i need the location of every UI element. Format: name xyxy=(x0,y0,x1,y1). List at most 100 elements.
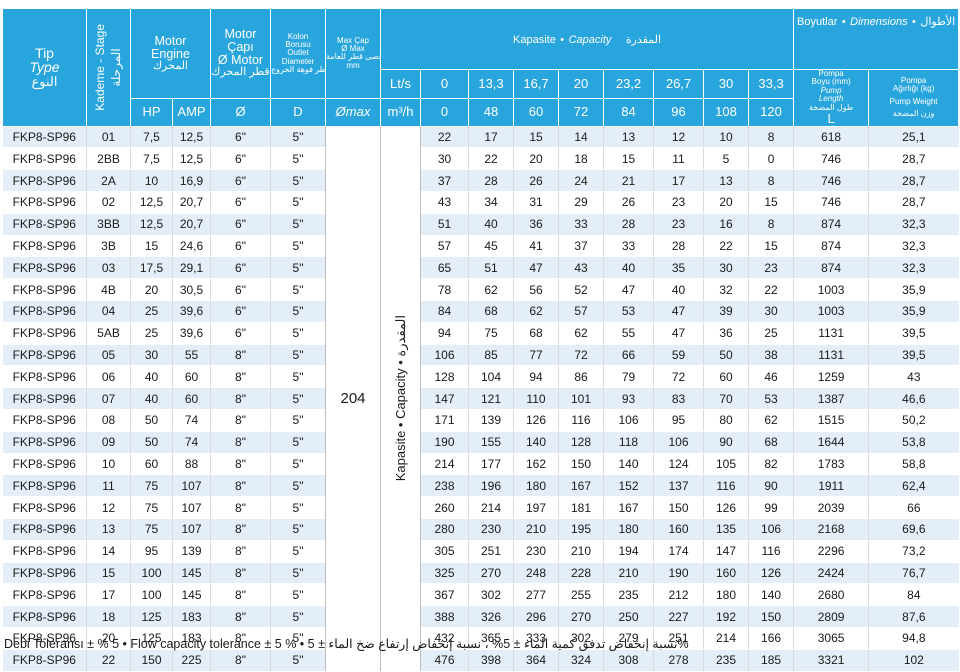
flow-ls-5: 26,7 xyxy=(653,69,704,99)
amp-cell: 74 xyxy=(172,431,211,454)
amp-cell: 30,5 xyxy=(172,278,211,301)
flow-value-cell: 68 xyxy=(468,300,514,323)
length-cell: 1259 xyxy=(793,365,869,389)
flow-value-cell: 22 xyxy=(747,278,794,301)
flow-value-cell: 46 xyxy=(747,365,794,389)
length-cell: 1515 xyxy=(793,409,869,432)
flow-value-cell: 140 xyxy=(747,583,794,607)
type-cell: FKP8-SP96 xyxy=(2,191,87,214)
weight-cell: 76,7 xyxy=(868,562,959,585)
flow-value-cell: 280 xyxy=(420,518,469,541)
flow-m3h-0: 0 xyxy=(420,97,469,127)
flow-value-cell: 94 xyxy=(420,322,469,345)
outlet-diameter-cell: 5" xyxy=(270,627,326,650)
amp-cell: 60 xyxy=(172,365,211,389)
flow-value-cell: 364 xyxy=(513,649,559,672)
pump-spec-table: Tip Type النوع Kademe - Stage المرحلة Mo… xyxy=(2,8,960,672)
length-cell: 746 xyxy=(793,169,869,192)
motor-diameter-cell: 6" xyxy=(210,125,271,149)
flow-value-cell: 128 xyxy=(558,431,604,454)
flow-value-cell: 139 xyxy=(468,409,514,432)
flow-value-cell: 180 xyxy=(603,518,654,541)
amp-cell: 183 xyxy=(172,605,211,628)
type-cell: FKP8-SP96 xyxy=(2,387,87,410)
flow-value-cell: 398 xyxy=(468,649,514,672)
flow-m3h-5: 96 xyxy=(653,97,704,127)
flow-value-cell: 47 xyxy=(603,278,654,301)
motor-diameter-cell: 8" xyxy=(210,583,271,607)
weight-cell: 39,5 xyxy=(868,322,959,345)
table-row: FKP8-SP96 11 75 107 8" 5" 238 196 180 167 152 137 11… xyxy=(2,474,959,498)
pump-spec-sheet: Tip Type النوع Kademe - Stage المرحلة Mo… xyxy=(2,8,960,672)
length-cell: 1387 xyxy=(793,387,869,410)
flow-value-cell: 34 xyxy=(468,191,514,214)
amp-cell: 225 xyxy=(172,649,211,672)
flow-value-cell: 106 xyxy=(420,344,469,367)
motor-diameter-cell: 8" xyxy=(210,409,271,432)
stage-cell: 06 xyxy=(86,365,131,389)
flow-value-cell: 195 xyxy=(558,518,604,541)
type-cell: FKP8-SP96 xyxy=(2,431,87,454)
flow-value-cell: 214 xyxy=(468,496,514,519)
table-row: FKP8-SP96 3BB 12,5 20,7 6" 5" 51 40 36 33 28 23 16 8 8… xyxy=(2,213,959,236)
flow-value-cell: 94 xyxy=(513,365,559,389)
type-cell: FKP8-SP96 xyxy=(2,649,87,672)
flow-value-cell: 214 xyxy=(703,627,749,650)
flow-value-cell: 171 xyxy=(420,409,469,432)
weight-cell: 94,8 xyxy=(868,627,959,650)
flow-value-cell: 13 xyxy=(703,169,749,192)
flow-value-cell: 106 xyxy=(747,518,794,541)
table-header: Tip Type النوع Kademe - Stage المرحلة Mo… xyxy=(2,8,960,127)
flow-value-cell: 24 xyxy=(558,169,604,192)
flow-value-cell: 95 xyxy=(653,409,704,432)
flow-value-cell: 78 xyxy=(420,278,469,301)
flow-value-cell: 31 xyxy=(513,191,559,214)
flow-value-cell: 20 xyxy=(703,191,749,214)
hp-cell: 75 xyxy=(130,518,173,541)
flow-value-cell: 106 xyxy=(653,431,704,454)
hp-cell: 7,5 xyxy=(130,147,173,171)
amp-cell: 29,1 xyxy=(172,256,211,280)
flow-value-cell: 126 xyxy=(747,562,794,585)
flow-value-cell: 50 xyxy=(703,344,749,367)
flow-value-cell: 128 xyxy=(420,365,469,389)
flow-value-cell: 47 xyxy=(513,256,559,280)
outlet-diameter-cell: 5" xyxy=(270,147,326,171)
flow-value-cell: 33 xyxy=(603,235,654,258)
amp-cell: 20,7 xyxy=(172,213,211,236)
motor-diameter-cell: 8" xyxy=(210,518,271,541)
flow-value-cell: 212 xyxy=(653,583,704,607)
amp-header: AMP xyxy=(172,97,211,127)
outlet-diameter-cell: 5" xyxy=(270,256,326,280)
weight-cell: 28,7 xyxy=(868,147,959,171)
flow-value-cell: 36 xyxy=(703,322,749,345)
max-diameter-header: Max Çap Ø Max أقصى قطر للعامة mm xyxy=(325,8,381,99)
outlet-diameter-cell: 5" xyxy=(270,562,326,585)
flow-value-cell: 432 xyxy=(420,627,469,650)
stage-cell: 08 xyxy=(86,409,131,432)
motor-diameter-cell: 6" xyxy=(210,300,271,323)
motor-diameter-cell: 6" xyxy=(210,235,271,258)
flow-value-cell: 22 xyxy=(468,147,514,171)
flow-value-cell: 62 xyxy=(468,278,514,301)
outlet-diameter-header: Kolon Borusu Outlet Diameter قطر فوهة ال… xyxy=(270,8,326,99)
flow-value-cell: 181 xyxy=(558,496,604,519)
flow-value-cell: 180 xyxy=(513,474,559,498)
table-row: FKP8-SP96 3B 15 24,6 6" 5" 57 45 41 37 33 28 22 15 874… xyxy=(2,235,959,258)
flow-value-cell: 45 xyxy=(468,235,514,258)
stage-cell: 11 xyxy=(86,474,131,498)
weight-cell: 35,9 xyxy=(868,300,959,323)
stage-cell: 13 xyxy=(86,518,131,541)
flow-value-cell: 43 xyxy=(558,256,604,280)
flow-value-cell: 235 xyxy=(603,583,654,607)
flow-ls-4: 23,2 xyxy=(603,69,654,99)
amp-cell: 20,7 xyxy=(172,191,211,214)
flow-value-cell: 13 xyxy=(603,125,654,149)
stage-cell: 4B xyxy=(86,278,131,301)
flow-value-cell: 15 xyxy=(513,125,559,149)
hp-cell: 100 xyxy=(130,583,173,607)
table-row: FKP8-SP96 15 100 145 8" 5" 325 270 248 228 210 190 1… xyxy=(2,562,959,585)
max-diameter-value: 204 xyxy=(325,125,381,672)
flow-value-cell: 33 xyxy=(558,213,604,236)
type-cell: FKP8-SP96 xyxy=(2,169,87,192)
